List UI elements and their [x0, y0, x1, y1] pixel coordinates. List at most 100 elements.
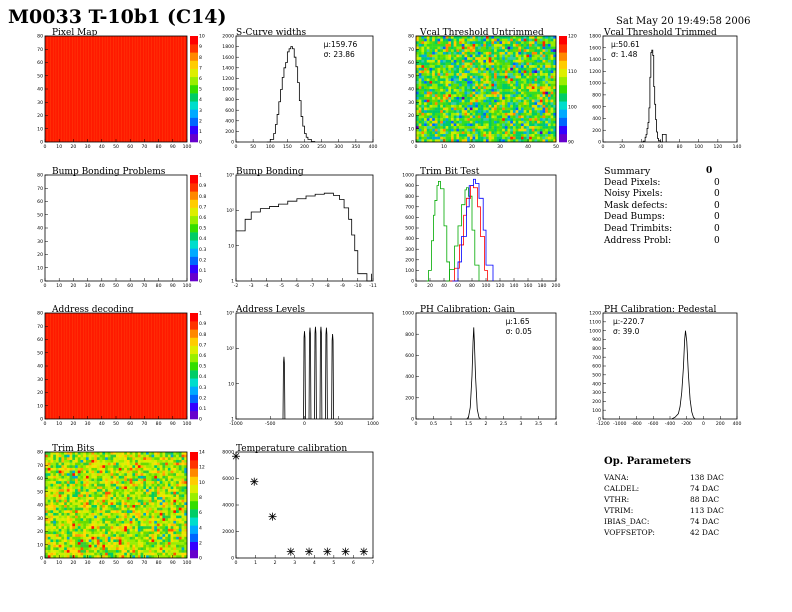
trim-bits-cell	[77, 452, 81, 455]
vcal-untrimmed-cell	[472, 123, 476, 127]
trim-bits-cell	[64, 515, 68, 519]
trim-bits-cell	[184, 502, 188, 506]
trim-bits-cell	[165, 539, 169, 543]
vcal-untrimmed-cell	[472, 54, 476, 58]
trim-bits-cell	[75, 510, 78, 514]
vcal-untrimmed-cell	[442, 49, 446, 53]
vcal-untrimmed-cell	[512, 131, 516, 135]
bump-problems-y-tick-label: 60	[37, 199, 43, 205]
vcal-untrimmed-cell	[539, 118, 543, 121]
trim-bits-cell	[113, 459, 117, 463]
trim-bits-cell	[154, 459, 158, 463]
vcal-untrimmed-cell	[459, 49, 462, 53]
trim-bits-cell	[61, 462, 65, 466]
temperature-x-tick-label: 6	[352, 560, 355, 566]
vcal-untrimmed-cell	[464, 104, 468, 108]
trim-bits-cell	[148, 470, 152, 474]
bump-bonding-x-tick-label: -5	[279, 283, 284, 289]
vcal-untrimmed-cell	[424, 131, 427, 135]
vcal-untrimmed-cell	[440, 81, 444, 84]
trim-bits-cell	[135, 470, 139, 474]
vcal-untrimmed-cell	[515, 123, 519, 127]
vcal-untrimmed-cell	[518, 62, 522, 66]
vcal-untrimmed-cell	[475, 73, 479, 76]
address-levels-peak	[314, 326, 317, 420]
trim-bit-test-x-tick-label: 180	[538, 283, 547, 289]
vcal-untrimmed-cell	[526, 36, 530, 39]
trim-bits-cell	[64, 552, 68, 556]
trim-bits-cell	[116, 452, 119, 455]
trim-bits-cell	[83, 555, 87, 559]
vcal-untrimmed-cell	[507, 59, 511, 63]
trim-bits-cell	[140, 528, 144, 532]
trim-bits-cell	[58, 483, 62, 487]
trim-bits-cell	[94, 499, 98, 503]
trim-bits-cell	[66, 459, 70, 463]
vcal-untrimmed-cell	[442, 115, 446, 119]
vcal-untrimmed-cell	[437, 136, 441, 140]
vcal-untrimmed-cell	[418, 78, 422, 82]
trim-bits-cell	[132, 539, 136, 543]
vcal-untrimmed-cell	[486, 89, 489, 92]
vcal-untrimmed-cell	[507, 81, 511, 84]
vcal-untrimmed-cell	[434, 128, 438, 132]
trim-bits-cell	[61, 505, 65, 508]
vcal-untrimmed-cell	[445, 46, 449, 50]
trim-bits-cell	[69, 550, 73, 553]
vcal-untrimmed-cell	[424, 49, 427, 53]
trim-bits-cell	[69, 459, 73, 463]
trim-bits-cell	[146, 515, 149, 519]
trim-bits-cell	[64, 528, 68, 532]
vcal-untrimmed-cell	[426, 120, 430, 124]
vcal-untrimmed-cell	[467, 73, 471, 76]
vcal-untrimmed-cell	[472, 112, 476, 116]
vcal-untrimmed-cell	[469, 46, 473, 50]
vcal-untrimmed-cell	[464, 73, 468, 76]
vcal-untrimmed-cell	[467, 57, 471, 61]
trim-bits-cell	[58, 505, 62, 508]
trim-bits-cell	[137, 481, 141, 484]
vcal-untrimmed-cell	[486, 59, 489, 63]
vcal-untrimmed-cell	[448, 43, 452, 47]
trim-bits-cell	[88, 539, 92, 543]
vcal-untrimmed-cell	[547, 99, 551, 103]
vcal-untrimmed-cell	[459, 96, 462, 100]
trim-bits-cell	[121, 544, 125, 548]
trim-bits-cell	[110, 454, 114, 458]
vcal-untrimmed-cell	[537, 107, 541, 111]
vcal-untrimmed-cell	[459, 128, 462, 132]
trim-bits-cell	[146, 489, 149, 492]
vcal-untrimmed-cell	[553, 131, 557, 135]
vcal-untrimmed-cell	[518, 75, 522, 79]
vcal-untrimmed-cell	[539, 94, 543, 98]
vcal-untrimmed-cell	[442, 107, 446, 111]
vcal-untrimmed-cell	[526, 134, 530, 137]
trim-bits-cell	[69, 510, 73, 514]
trim-bits-cell	[99, 478, 103, 482]
trim-bits-cell	[156, 510, 160, 514]
trim-bits-cell	[94, 528, 98, 532]
vcal-untrimmed-cell	[467, 62, 471, 66]
address-decoding-z-tick-label: 0	[199, 417, 202, 423]
trim-bits-cell	[140, 544, 144, 548]
trim-bits-cell	[105, 473, 109, 477]
trim-bits-cell	[50, 467, 54, 471]
trim-bits-cell	[45, 510, 48, 514]
vcal-untrimmed-cell	[518, 110, 522, 114]
vcal-untrimmed-cell	[445, 81, 449, 84]
trim-bits-cell	[178, 518, 182, 522]
vcal-untrimmed-cell	[429, 67, 433, 71]
vcal-untrimmed-cell	[494, 38, 497, 42]
vcal-untrimmed-cell	[550, 96, 554, 100]
trim-bits-cell	[113, 507, 117, 511]
vcal-untrimmed-cell	[539, 123, 543, 127]
trim-bits-cell	[85, 520, 89, 524]
vcal-untrimmed-cell	[440, 54, 444, 58]
trim-bits-cell	[148, 499, 152, 503]
vcal-untrimmed-cell	[453, 107, 457, 111]
vcal-untrimmed-cell	[521, 73, 524, 76]
vcal-untrimmed-cell	[475, 41, 479, 45]
address-decoding-y-tick-label: 80	[37, 311, 43, 317]
trim-bits-cell	[50, 555, 54, 559]
vcal-untrimmed-cell	[547, 110, 551, 114]
